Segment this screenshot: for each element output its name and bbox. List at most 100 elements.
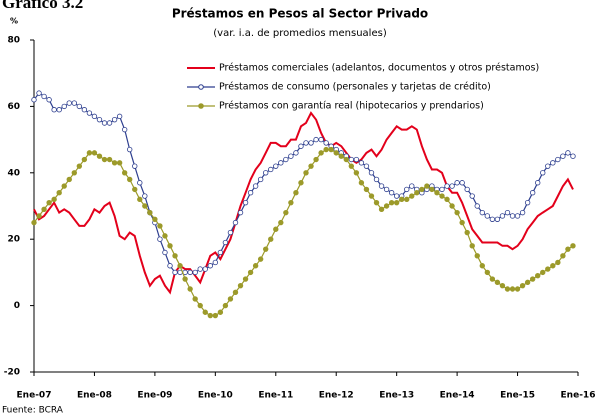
x-tick-label: Ene-10 [198,391,233,401]
series-marker [288,153,294,159]
series-marker [257,176,264,183]
series-marker [242,199,249,206]
series-marker [565,150,571,156]
series-marker [81,156,88,163]
series-marker [545,163,551,169]
series-marker [388,199,395,206]
series-marker [106,120,113,126]
series-marker [303,140,309,146]
series-marker [197,266,203,272]
series-marker [560,153,566,159]
series-marker [121,126,128,133]
series-marker [283,156,289,163]
series-marker [81,107,88,113]
series-marker [383,203,390,209]
series-marker [192,269,198,276]
series-marker [127,146,133,153]
series-marker [298,180,304,186]
series-marker [454,180,460,186]
series-marker [524,279,531,286]
series-marker [303,170,309,176]
series-marker [499,282,506,289]
series-marker [56,190,62,196]
series-marker [338,153,344,159]
series-marker [519,209,526,216]
series-marker [404,196,410,203]
series-marker [454,209,460,216]
series-marker [308,163,314,169]
legend-label: Préstamos comerciales (adelantos, docume… [219,63,539,74]
series-marker [484,213,491,219]
series-marker [187,269,193,276]
series-line [33,111,574,295]
series-marker [86,150,93,156]
series-marker [555,156,561,163]
series-marker [489,276,496,282]
series-marker [449,203,455,209]
x-tick-label: Ene-08 [77,391,112,401]
series-marker [353,156,360,163]
series-marker [429,186,435,193]
legend-label: Préstamos con garantía real (hipotecario… [219,101,484,112]
series-marker [61,183,67,189]
series-marker [424,183,430,189]
series-marker [298,143,304,149]
series-marker [212,259,219,266]
series-marker [182,276,188,282]
chart-subtitle: (var. i.a. de promedios mensuales) [213,28,387,39]
series-marker [474,203,480,209]
series-marker [283,209,289,216]
series-marker [383,186,390,193]
series-marker [550,263,556,269]
legend-marker [198,84,204,90]
series-marker [227,229,234,236]
series-marker [116,113,123,120]
series-marker [333,150,339,156]
series-marker [318,150,324,156]
series-marker [565,246,571,252]
series-marker [479,209,485,216]
series-marker [268,166,274,173]
series-marker [414,190,420,196]
series-marker [152,216,158,222]
series-marker [444,196,450,203]
series-marker [91,150,98,156]
series-marker [449,183,455,189]
series-marker [469,193,475,199]
series-marker [137,196,143,203]
series-marker [293,150,299,156]
series-marker [247,190,254,196]
series-marker [419,186,425,193]
series-marker [101,120,108,126]
series-marker [535,273,541,279]
series-marker [127,176,133,183]
x-tick-label: Ene-11 [258,391,293,401]
series-marker [197,302,203,309]
series-marker [142,203,148,209]
series-marker [489,216,496,222]
series-marker [550,160,556,166]
series-marker [268,236,274,242]
series-marker [217,309,224,315]
series-marker [509,286,516,292]
series-marker [313,156,319,163]
series-marker [56,107,62,113]
series-marker [31,97,37,103]
series-marker [494,216,501,222]
series-marker [31,219,37,226]
series-marker [469,243,475,249]
series-marker [51,196,57,203]
series-marker [51,107,57,113]
series-marker [147,209,153,216]
series-marker [202,266,208,272]
series-marker [157,236,163,242]
series-marker [46,97,52,103]
series-marker [555,259,561,266]
series-marker [545,266,551,272]
series-marker [363,163,370,169]
legend-marker [198,103,204,109]
series-marker [252,183,259,189]
series-marker [524,199,531,206]
series-marker [378,206,385,213]
series-marker [36,90,42,96]
